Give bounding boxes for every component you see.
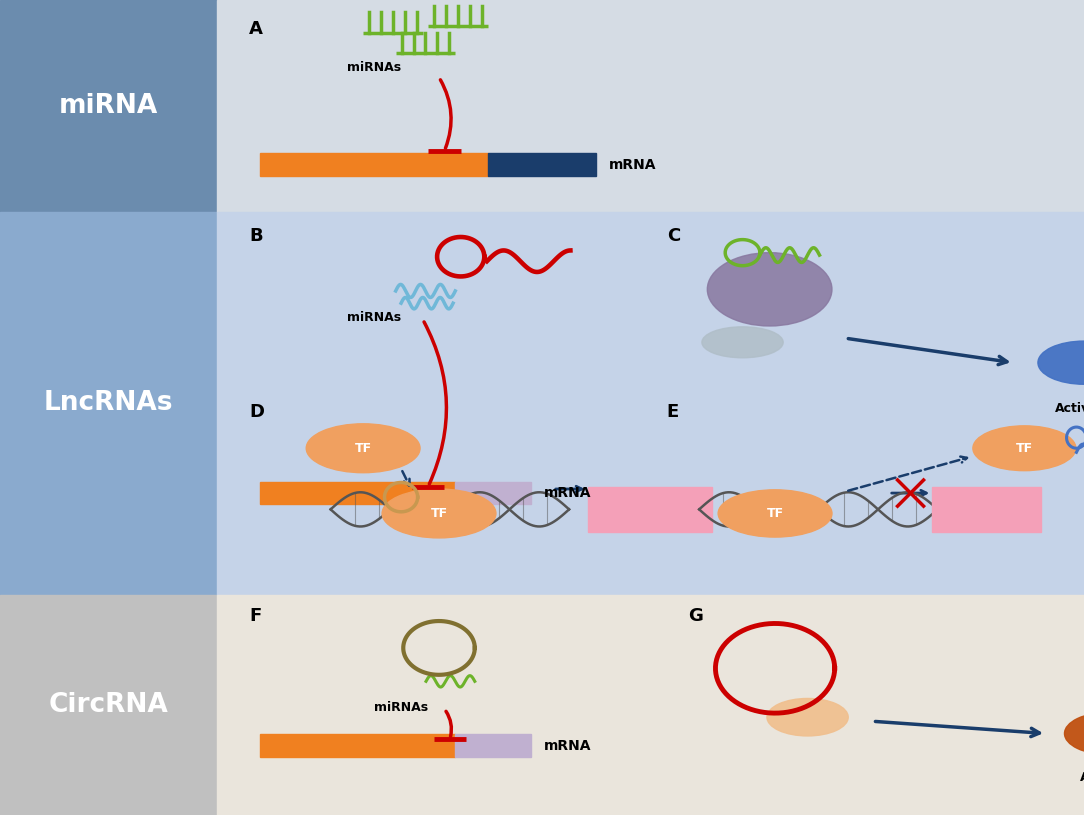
Text: miRNAs: miRNAs xyxy=(347,61,401,74)
Ellipse shape xyxy=(382,489,496,538)
Ellipse shape xyxy=(973,425,1075,471)
Text: miRNAs: miRNAs xyxy=(374,701,428,714)
Ellipse shape xyxy=(702,327,783,358)
Text: miRNAs: miRNAs xyxy=(347,311,401,324)
Bar xyxy=(217,0,1084,212)
Ellipse shape xyxy=(1064,712,1084,755)
FancyArrowPatch shape xyxy=(848,456,967,491)
Text: mRNA: mRNA xyxy=(609,157,657,172)
Text: B: B xyxy=(249,227,263,244)
Bar xyxy=(488,153,596,176)
Bar xyxy=(455,482,531,504)
FancyArrowPatch shape xyxy=(446,711,451,737)
FancyArrowPatch shape xyxy=(424,322,447,484)
Bar xyxy=(0,595,217,815)
Ellipse shape xyxy=(767,698,848,736)
Text: D: D xyxy=(249,403,264,421)
Text: TF: TF xyxy=(354,442,372,455)
FancyArrowPatch shape xyxy=(440,80,451,148)
Text: CircRNA: CircRNA xyxy=(49,692,168,718)
Text: TF: TF xyxy=(1016,442,1033,455)
Ellipse shape xyxy=(1038,341,1084,385)
Text: C: C xyxy=(667,227,680,244)
Bar xyxy=(217,212,1084,595)
Ellipse shape xyxy=(307,424,421,473)
FancyArrowPatch shape xyxy=(402,471,410,486)
Ellipse shape xyxy=(718,490,831,537)
Text: F: F xyxy=(249,607,261,625)
Bar xyxy=(260,153,488,176)
Text: G: G xyxy=(688,607,704,625)
Bar xyxy=(217,595,1084,815)
Text: Activate: Activate xyxy=(1080,771,1084,784)
Bar xyxy=(455,734,531,757)
Text: TF: TF xyxy=(766,507,784,520)
Text: Activate: Activate xyxy=(1055,402,1084,415)
Bar xyxy=(260,734,455,757)
Text: miRNA: miRNA xyxy=(59,93,158,119)
Bar xyxy=(588,487,712,532)
Ellipse shape xyxy=(708,253,833,326)
Text: mRNA: mRNA xyxy=(544,486,592,500)
Bar xyxy=(0,212,217,595)
Text: LncRNAs: LncRNAs xyxy=(43,390,173,416)
Text: A: A xyxy=(249,20,263,38)
Bar xyxy=(260,482,455,504)
Bar xyxy=(0,0,217,212)
Text: E: E xyxy=(667,403,679,421)
Text: mRNA: mRNA xyxy=(544,738,592,753)
Text: TF: TF xyxy=(430,507,448,520)
FancyArrowPatch shape xyxy=(849,338,1007,364)
Bar xyxy=(932,487,1041,532)
FancyArrowPatch shape xyxy=(876,721,1040,737)
